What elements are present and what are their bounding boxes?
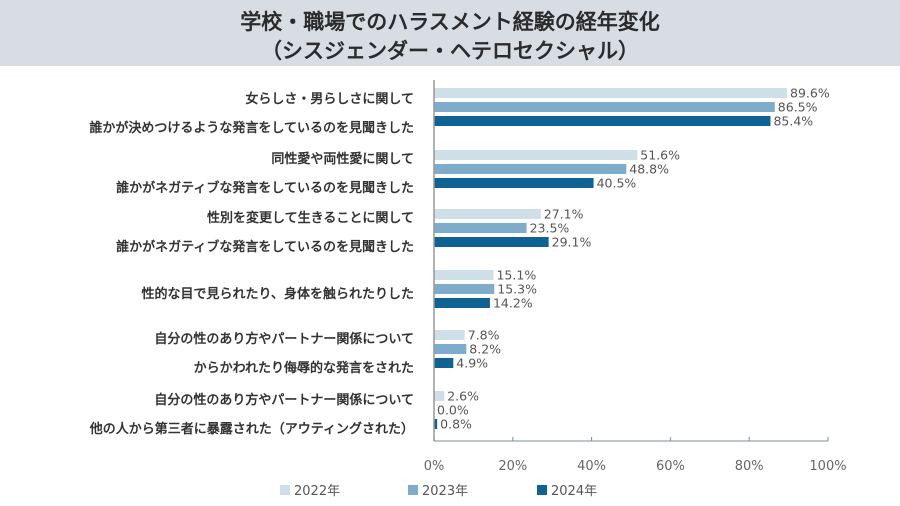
bar-2024年-5	[434, 419, 438, 429]
data-label: 2.6%	[447, 389, 479, 404]
bar-2022年-4	[434, 330, 465, 340]
legend-label: 2022年	[294, 484, 341, 499]
data-label: 15.3%	[497, 282, 537, 297]
category-label: 他の人から第三者に暴露された（アウティングされた）	[89, 422, 414, 437]
bar-2022年-0	[434, 88, 788, 98]
bar-2024年-4	[434, 358, 454, 368]
data-label: 4.9%	[456, 356, 488, 371]
bar-2023年-3	[434, 284, 495, 294]
x-tick-label: 80%	[735, 459, 764, 474]
data-label: 8.2%	[469, 342, 501, 357]
legend-item: 2022年	[280, 480, 340, 499]
bar-2022年-2	[434, 209, 541, 219]
data-label: 27.1%	[544, 207, 584, 222]
bar-2023年-1	[434, 164, 627, 174]
chart-title-line1: 学校・職場でのハラスメント経験の経年変化	[240, 10, 660, 34]
x-tick-label: 20%	[498, 459, 527, 474]
data-label: 89.6%	[790, 86, 830, 101]
legend-swatch	[280, 484, 290, 495]
x-tick-label: 100%	[809, 459, 846, 474]
legend-item: 2024年	[537, 480, 597, 499]
title-banner	[0, 0, 900, 66]
x-tick-label: 0%	[424, 459, 445, 474]
legend-label: 2023年	[422, 484, 469, 499]
data-label: 29.1%	[552, 235, 592, 250]
chart-title-line2: （シスジェンダー・ヘテロセクシャル）	[261, 39, 639, 63]
data-label: 0.8%	[440, 417, 472, 432]
legend-item: 2023年	[408, 480, 468, 499]
bar-2022年-3	[434, 270, 494, 280]
x-tick-label: 60%	[656, 459, 685, 474]
x-tick-label: 40%	[577, 459, 606, 474]
data-label: 48.8%	[629, 162, 669, 177]
category-label: 性的な目で見られたり、身体を触られたりした	[141, 287, 414, 302]
data-label: 51.6%	[640, 148, 680, 163]
bar-2024年-2	[434, 237, 549, 247]
bar-2024年-3	[434, 298, 490, 308]
bar-2023年-2	[434, 223, 527, 233]
category-label: 性別を変更して生きることに関して	[207, 211, 414, 226]
data-label: 0.0%	[437, 403, 469, 418]
data-label: 86.5%	[778, 100, 818, 115]
data-label: 14.2%	[493, 296, 533, 311]
category-label: 同性愛や両性愛に関して	[271, 152, 414, 167]
data-label: 40.5%	[597, 176, 637, 191]
category-label: 自分の性のあり方やパートナー関係について	[154, 393, 414, 408]
legend-swatch	[408, 484, 418, 495]
legend-swatch	[537, 484, 547, 495]
data-label: 15.1%	[496, 268, 536, 283]
bar-2022年-5	[434, 391, 445, 401]
category-label: 誰かが決めつけるような発言をしているのを見聞きした	[89, 121, 414, 136]
category-label: 自分の性のあり方やパートナー関係について	[154, 332, 414, 347]
category-label: からかわれたり侮辱的な発言をされた	[193, 361, 414, 376]
category-label: 女らしさ・男らしさに関して	[245, 92, 414, 107]
bar-2024年-1	[434, 178, 594, 188]
category-label: 誰かがネガティブな発言をしているのを見聞きした	[116, 181, 414, 196]
category-label: 誰かがネガティブな発言をしているのを見聞きした	[116, 240, 414, 255]
bar-2022年-1	[434, 150, 638, 160]
legend-label: 2024年	[551, 484, 598, 499]
bar-2023年-4	[434, 344, 467, 354]
data-label: 85.4%	[773, 114, 813, 129]
bar-2024年-0	[434, 116, 771, 126]
data-label: 23.5%	[530, 221, 570, 236]
data-label: 7.8%	[468, 328, 500, 343]
bar-2023年-0	[434, 102, 775, 112]
